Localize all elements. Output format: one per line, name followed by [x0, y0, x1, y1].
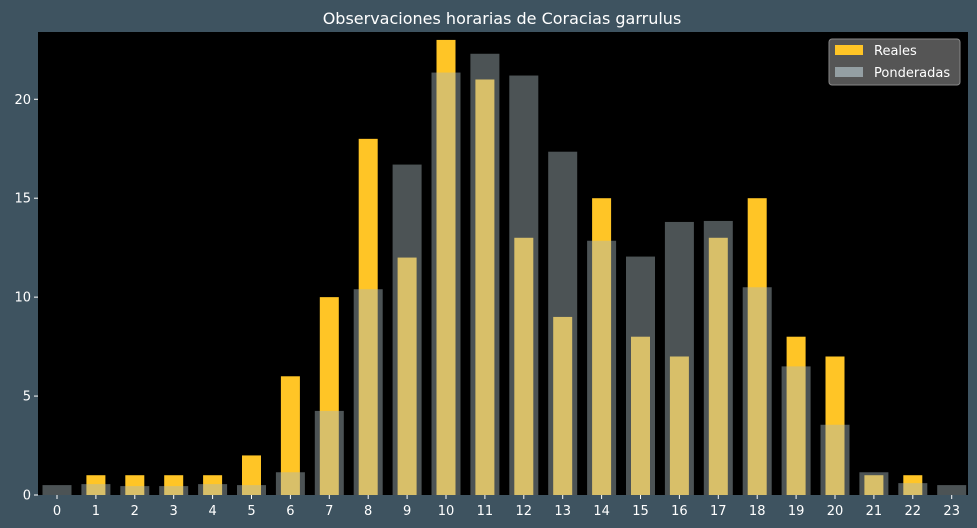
- bar-reales-21: [864, 475, 884, 495]
- bar-reales-4: [203, 475, 223, 495]
- y-axis: 0 5 10 15 20: [14, 93, 38, 504]
- bar-reales-2: [125, 475, 145, 495]
- bar-ponderadas-2: [120, 486, 150, 495]
- bar-ponderadas-20: [820, 424, 850, 495]
- bar-reales-5: [242, 455, 261, 495]
- plot-area: [38, 32, 968, 495]
- bar-ponderadas-23: [937, 485, 967, 495]
- bar-ponderadas-21: [859, 472, 889, 495]
- x-tick-label-11: 11: [477, 504, 494, 519]
- bar-reales-15: [631, 336, 650, 495]
- x-tick-label-17: 17: [710, 504, 727, 519]
- bar-ponderadas-6: [275, 472, 305, 495]
- x-tick-label-15: 15: [632, 504, 649, 519]
- bar-reales-9: [397, 257, 417, 495]
- bar-ponderadas-8: [353, 289, 383, 495]
- x-tick-label-21: 21: [866, 504, 883, 519]
- y-tick-label-0: 0: [23, 489, 31, 504]
- y-tick-label-20: 20: [14, 93, 31, 108]
- y-tick-label-10: 10: [14, 291, 31, 306]
- bar-reales-8: [358, 138, 378, 495]
- x-tick-label-3: 3: [170, 504, 178, 519]
- bar-ponderadas-17: [703, 220, 733, 495]
- x-tick-label-10: 10: [438, 504, 455, 519]
- bar-reales-10: [436, 39, 456, 496]
- bar-ponderadas-12: [509, 75, 539, 496]
- bar-ponderadas-22: [898, 483, 928, 495]
- bar-ponderadas-11: [470, 53, 500, 496]
- legend-swatch-ponderadas: [835, 67, 863, 77]
- bar-ponderadas-4: [198, 484, 228, 495]
- x-tick-label-4: 4: [208, 504, 216, 519]
- bar-ponderadas-7: [314, 410, 344, 495]
- bar-reales-20: [825, 356, 845, 495]
- bar-reales-12: [514, 237, 534, 495]
- x-tick-label-0: 0: [53, 504, 61, 519]
- y-tick-label-15: 15: [14, 192, 31, 207]
- bar-ponderadas-10: [431, 72, 461, 496]
- x-tick-label-13: 13: [554, 504, 571, 519]
- bar-ponderadas-15: [626, 256, 655, 495]
- legend: Reales Ponderadas: [828, 38, 961, 86]
- x-tick-label-7: 7: [325, 504, 333, 519]
- bar-ponderadas-1: [81, 484, 111, 495]
- x-tick-label-19: 19: [788, 504, 805, 519]
- legend-label-reales: Reales: [874, 44, 917, 59]
- x-tick-label-16: 16: [671, 504, 688, 519]
- x-tick-label-5: 5: [247, 504, 255, 519]
- bar-ponderadas-13: [548, 151, 578, 495]
- x-tick-label-1: 1: [92, 504, 100, 519]
- x-tick-label-23: 23: [943, 504, 960, 519]
- x-tick-label-22: 22: [905, 504, 922, 519]
- x-tick-label-18: 18: [749, 504, 766, 519]
- x-tick-label-9: 9: [403, 504, 411, 519]
- bar-ponderadas-9: [392, 164, 422, 496]
- bar-ponderadas-14: [587, 240, 617, 495]
- series-reales: [86, 39, 923, 496]
- bar-ponderadas-5: [237, 485, 266, 495]
- bar-reales-3: [164, 475, 184, 495]
- bar-reales-6: [280, 376, 300, 495]
- x-axis: 0 1 2 3 4 5 6 7 8 9 10 11 12 13 14 15 16 17 18 19 20 21 22 23: [53, 495, 960, 519]
- x-tick-label-14: 14: [593, 504, 610, 519]
- x-tick-label-20: 20: [827, 504, 844, 519]
- bar-reales-18: [747, 198, 767, 495]
- chart-title: Observaciones horarias de Coracias garru…: [323, 9, 682, 28]
- bar-ponderadas-16: [664, 221, 694, 495]
- bar-reales-7: [319, 297, 339, 495]
- x-tick-label-12: 12: [516, 504, 533, 519]
- bar-ponderadas-0: [42, 485, 72, 495]
- bar-ponderadas-3: [159, 486, 189, 495]
- x-tick-label-8: 8: [364, 504, 372, 519]
- x-tick-label-2: 2: [131, 504, 139, 519]
- bar-reales-16: [669, 356, 689, 495]
- bar-reales-17: [708, 237, 728, 495]
- bar-reales-22: [903, 475, 923, 495]
- bar-ponderadas-19: [781, 366, 811, 495]
- legend-label-ponderadas: Ponderadas: [874, 66, 950, 81]
- series-ponderadas: [42, 53, 967, 496]
- bar-reales-1: [86, 475, 106, 495]
- bar-reales-19: [786, 336, 806, 495]
- bar-reales-14: [592, 198, 612, 495]
- legend-swatch-reales: [835, 45, 863, 55]
- bar-ponderadas-18: [742, 287, 772, 495]
- bar-reales-11: [475, 79, 495, 495]
- y-tick-label-5: 5: [23, 390, 31, 405]
- x-tick-label-6: 6: [286, 504, 294, 519]
- bar-reales-13: [553, 316, 573, 495]
